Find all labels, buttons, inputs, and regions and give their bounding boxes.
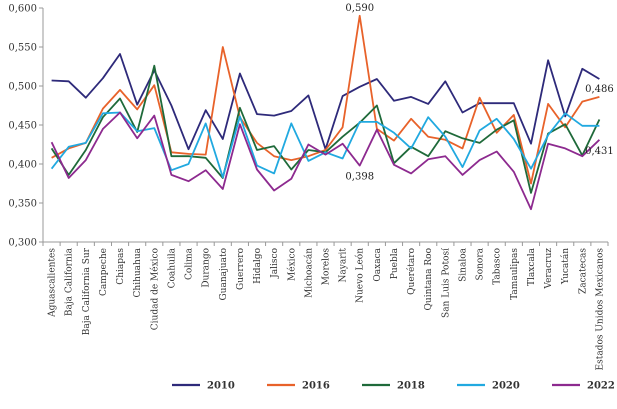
x-tick-label: Baja California: [65, 247, 75, 316]
x-tick-label: Campeche: [99, 248, 109, 296]
x-tick-label: Guerrero: [236, 248, 246, 290]
x-tick-label: Jalisco: [270, 248, 280, 279]
x-tick-label: Tabasco: [493, 248, 503, 285]
x-tick-label: Coahuila: [167, 247, 177, 288]
x-tick-label: Morelos: [322, 248, 332, 286]
y-tick-label: 0,500: [8, 82, 37, 93]
x-tick-label: Colima: [185, 247, 195, 280]
x-tick-label: Oaxaca: [373, 247, 383, 281]
x-tick-label: Veracruz: [544, 248, 554, 290]
y-tick-label: 0,400: [8, 160, 37, 171]
x-tick-label: Tamaulipas: [510, 248, 520, 300]
x-axis-ticks: Aguascalientes Baja California Baja Califo…: [42, 242, 609, 371]
legend-label: 2022: [587, 381, 615, 392]
data-annotations: 0,590 0,398 0,486 0,431: [345, 3, 613, 183]
x-tick-label: Zacatecas: [578, 248, 588, 294]
x-tick-label: Michoacán: [303, 248, 314, 298]
legend-label: 2018: [397, 381, 425, 392]
legend-label: 2020: [492, 381, 520, 392]
y-tick-label: 0,300: [8, 238, 37, 249]
x-tick-label: Querétaro: [406, 248, 417, 295]
y-tick-label: 0,550: [8, 43, 37, 54]
x-tick-label: Hidalgo: [253, 248, 263, 284]
x-tick-label: Sonora: [476, 247, 486, 280]
legend: 2010 2016 2018 2020 2022: [172, 381, 615, 392]
x-tick-label: Chihuahua: [133, 247, 143, 297]
x-tick-label: Puebla: [390, 247, 400, 279]
y-tick-label: 0,600: [8, 4, 37, 15]
y-tick-label: 0,450: [8, 121, 37, 132]
x-tick-label: México: [286, 248, 297, 281]
series-line-2016: [51, 14, 600, 185]
x-tick-label: Chiapas: [116, 248, 126, 285]
x-tick-label: Nuevo León: [355, 248, 366, 303]
x-tick-label: Quintana Roo: [424, 248, 434, 310]
x-tick-label: Estados Unidos Mexicanos: [595, 248, 605, 371]
x-tick-label: Baja California Sur: [82, 247, 92, 335]
x-tick-label: Sinaloa: [458, 247, 468, 282]
x-tick-label: Tlaxcala: [527, 247, 537, 286]
legend-label: 2010: [207, 381, 235, 392]
series-line-2022: [50, 111, 601, 211]
data-label: 0,590: [345, 3, 374, 14]
x-tick-label: Yucatán: [560, 248, 571, 285]
legend-label: 2016: [302, 381, 330, 392]
data-label: 0,398: [345, 172, 374, 183]
y-axis-ticks: 0,300 0,350 0,400 0,450 0,500 0,550 0,600: [8, 4, 43, 249]
x-tick-label: Aguascalientes: [48, 248, 58, 318]
data-label: 0,486: [585, 84, 614, 95]
data-label: 0,431: [585, 146, 614, 157]
series-line-2020: [50, 111, 600, 179]
x-tick-label: Guanajuato: [219, 248, 229, 301]
x-tick-label: Durango: [202, 248, 212, 288]
x-tick-label: San Luis Potosí: [440, 248, 451, 318]
y-tick-label: 0,350: [8, 199, 37, 210]
x-tick-label: Ciudad de México: [149, 248, 160, 330]
series-lines: [50, 14, 601, 211]
x-tick-label: Nayarit: [339, 248, 349, 283]
